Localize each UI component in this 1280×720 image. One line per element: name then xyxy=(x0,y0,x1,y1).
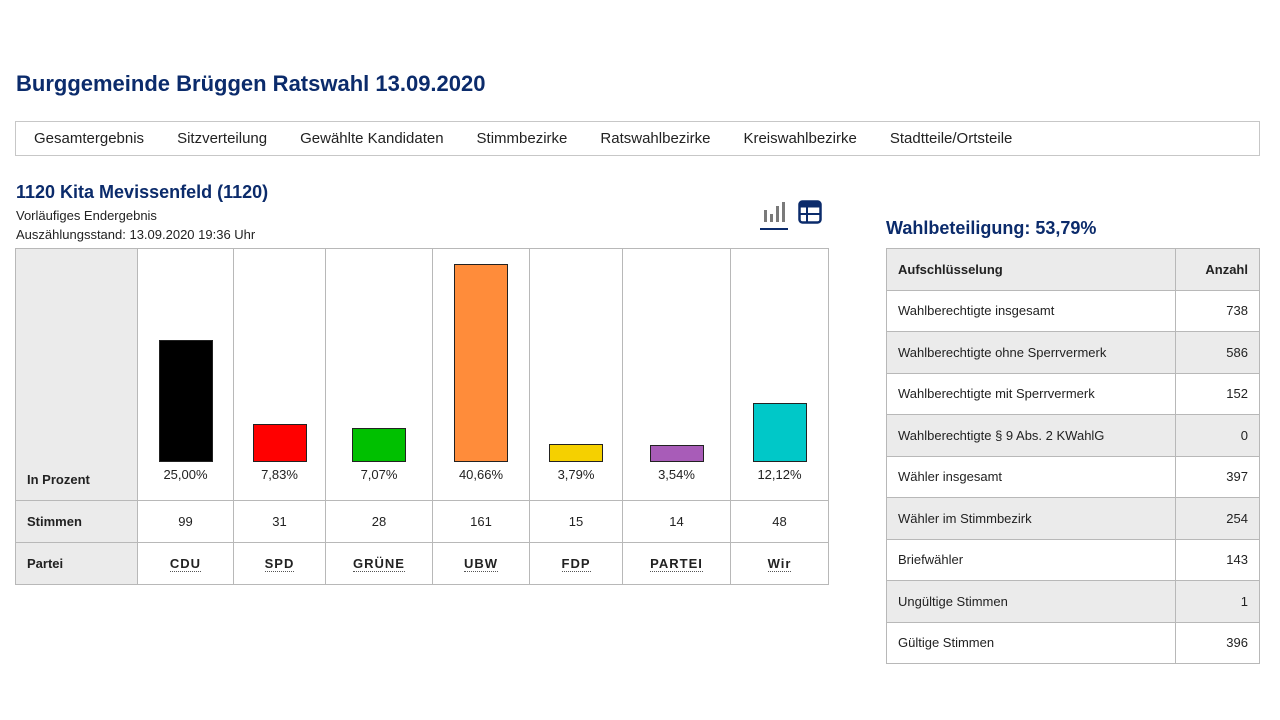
chart-column: 40,66% xyxy=(432,248,530,501)
table-row: Wähler insgesamt 397 xyxy=(886,455,1260,498)
nav-item-ratswahlbezirke[interactable]: Ratswahlbezirke xyxy=(600,130,711,147)
stat-label: Wahlberechtigte mit Sperrvermerk xyxy=(886,372,1176,415)
percent-label: 40,66% xyxy=(458,467,504,482)
chart-column: 3,79% xyxy=(529,248,623,501)
stat-label: Wähler insgesamt xyxy=(886,455,1176,498)
column-header-breakdown: Aufschlüsselung xyxy=(886,248,1176,291)
page-title: Burggemeinde Brüggen Ratswahl 13.09.2020 xyxy=(16,71,486,96)
nav-item-sitzverteilung[interactable]: Sitzverteilung xyxy=(177,130,268,147)
votes-value: 14 xyxy=(622,500,731,543)
stat-value: 586 xyxy=(1175,331,1260,374)
stat-value: 0 xyxy=(1175,414,1260,457)
bar-grüne[interactable] xyxy=(352,427,406,462)
party-cell: CDU xyxy=(137,542,234,585)
votes-row-label: Stimmen xyxy=(15,500,138,543)
turnout-title: Wahlbeteiligung: 53,79% xyxy=(886,218,1097,238)
chart-column: 7,07% xyxy=(325,248,433,501)
percent-label: 7,07% xyxy=(360,467,398,482)
party-cell: Wir xyxy=(730,542,829,585)
bar-fdp[interactable] xyxy=(549,443,603,462)
table-row: Wahlberechtigte ohne Sperrvermerk 586 xyxy=(886,331,1260,374)
chart-column: 3,54% xyxy=(622,248,731,501)
party-link-wir[interactable]: Wir xyxy=(767,556,792,572)
party-link-grüne[interactable]: GRÜNE xyxy=(353,556,405,572)
party-link-cdu[interactable]: CDU xyxy=(169,556,202,572)
table-row: Briefwähler 143 xyxy=(886,538,1260,581)
nav-item-gewählte-kandidaten[interactable]: Gewählte Kandidaten xyxy=(300,130,444,147)
party-link-fdp[interactable]: FDP xyxy=(561,556,591,572)
chart-column: 25,00% xyxy=(137,248,234,501)
party-cell: UBW xyxy=(432,542,530,585)
table-row: Ungültige Stimmen 1 xyxy=(886,580,1260,623)
table-icon[interactable] xyxy=(796,200,824,230)
votes-value: 28 xyxy=(325,500,433,543)
party-cell: PARTEI xyxy=(622,542,731,585)
stat-value: 1 xyxy=(1175,580,1260,623)
nav-item-gesamtergebnis[interactable]: Gesamtergebnis xyxy=(34,130,145,147)
table-row: Wahlberechtigte mit Sperrvermerk 152 xyxy=(886,372,1260,415)
stat-label: Gültige Stimmen xyxy=(886,621,1176,664)
stat-label: Briefwähler xyxy=(886,538,1176,581)
stat-label: Wahlberechtigte ohne Sperrvermerk xyxy=(886,331,1176,374)
stat-label: Wähler im Stimmbezirk xyxy=(886,497,1176,540)
party-link-spd[interactable]: SPD xyxy=(264,556,295,572)
bar-ubw[interactable] xyxy=(454,263,508,462)
count-timestamp: Auszählungsstand: 13.09.2020 19:36 Uhr xyxy=(16,227,256,242)
percent-label: 25,00% xyxy=(163,467,208,482)
bar-partei[interactable] xyxy=(649,444,704,462)
bar-wir[interactable] xyxy=(752,402,807,462)
stat-value: 397 xyxy=(1175,455,1260,498)
nav-item-kreiswahlbezirke[interactable]: Kreiswahlbezirke xyxy=(743,130,857,147)
nav-item-stadtteile-ortsteile[interactable]: Stadtteile/Ortsteile xyxy=(889,130,1013,147)
table-row: Wahlberechtigte § 9 Abs. 2 KWahlG 0 xyxy=(886,414,1260,457)
stat-value: 143 xyxy=(1175,538,1260,581)
stat-value: 152 xyxy=(1175,372,1260,415)
votes-value: 31 xyxy=(233,500,326,543)
column-header-count: Anzahl xyxy=(1175,248,1260,291)
votes-value: 99 xyxy=(137,500,234,543)
votes-value: 161 xyxy=(432,500,530,543)
votes-value: 15 xyxy=(529,500,623,543)
result-status: Vorläufiges Endergebnis xyxy=(16,208,157,223)
results-chart: In Prozent 25,00% 7,83% 7,07% 40,66% 3,79% 3,… xyxy=(15,248,829,585)
stat-label: Ungültige Stimmen xyxy=(886,580,1176,623)
district-title: 1120 Kita Mevissenfeld (1120) xyxy=(16,182,269,202)
stat-value: 254 xyxy=(1175,497,1260,540)
stat-value: 396 xyxy=(1175,621,1260,664)
party-link-ubw[interactable]: UBW xyxy=(463,556,499,572)
bar-cdu[interactable] xyxy=(158,340,213,462)
percent-label: 3,79% xyxy=(557,467,595,482)
votes-value: 48 xyxy=(730,500,829,543)
view-toggle xyxy=(760,200,824,230)
percent-label: 7,83% xyxy=(261,467,298,482)
stat-label: Wahlberechtigte § 9 Abs. 2 KWahlG xyxy=(886,414,1176,457)
stat-value: 738 xyxy=(1175,289,1260,332)
main-nav: Gesamtergebnis Sitzverteilung Gewählte Kan… xyxy=(15,121,1260,156)
percent-row-label: In Prozent xyxy=(15,248,138,501)
percent-label: 3,54% xyxy=(658,467,695,482)
party-link-partei[interactable]: PARTEI xyxy=(650,556,703,572)
turnout-table: Aufschlüsselung Anzahl Wahlberechtigte i… xyxy=(886,248,1260,664)
party-cell: SPD xyxy=(233,542,326,585)
party-row-label: Partei xyxy=(15,542,138,585)
bar-spd[interactable] xyxy=(252,423,307,462)
party-cell: GRÜNE xyxy=(325,542,433,585)
chart-column: 12,12% xyxy=(730,248,829,501)
stat-label: Wahlberechtigte insgesamt xyxy=(886,289,1176,332)
nav-item-stimmbezirke[interactable]: Stimmbezirke xyxy=(476,130,568,147)
bar-chart-icon[interactable] xyxy=(760,200,788,230)
table-row: Wahlberechtigte insgesamt 738 xyxy=(886,289,1260,332)
chart-column: 7,83% xyxy=(233,248,326,501)
table-row: Wähler im Stimmbezirk 254 xyxy=(886,497,1260,540)
percent-label: 12,12% xyxy=(757,467,802,482)
table-row: Gültige Stimmen 396 xyxy=(886,621,1260,664)
party-cell: FDP xyxy=(529,542,623,585)
